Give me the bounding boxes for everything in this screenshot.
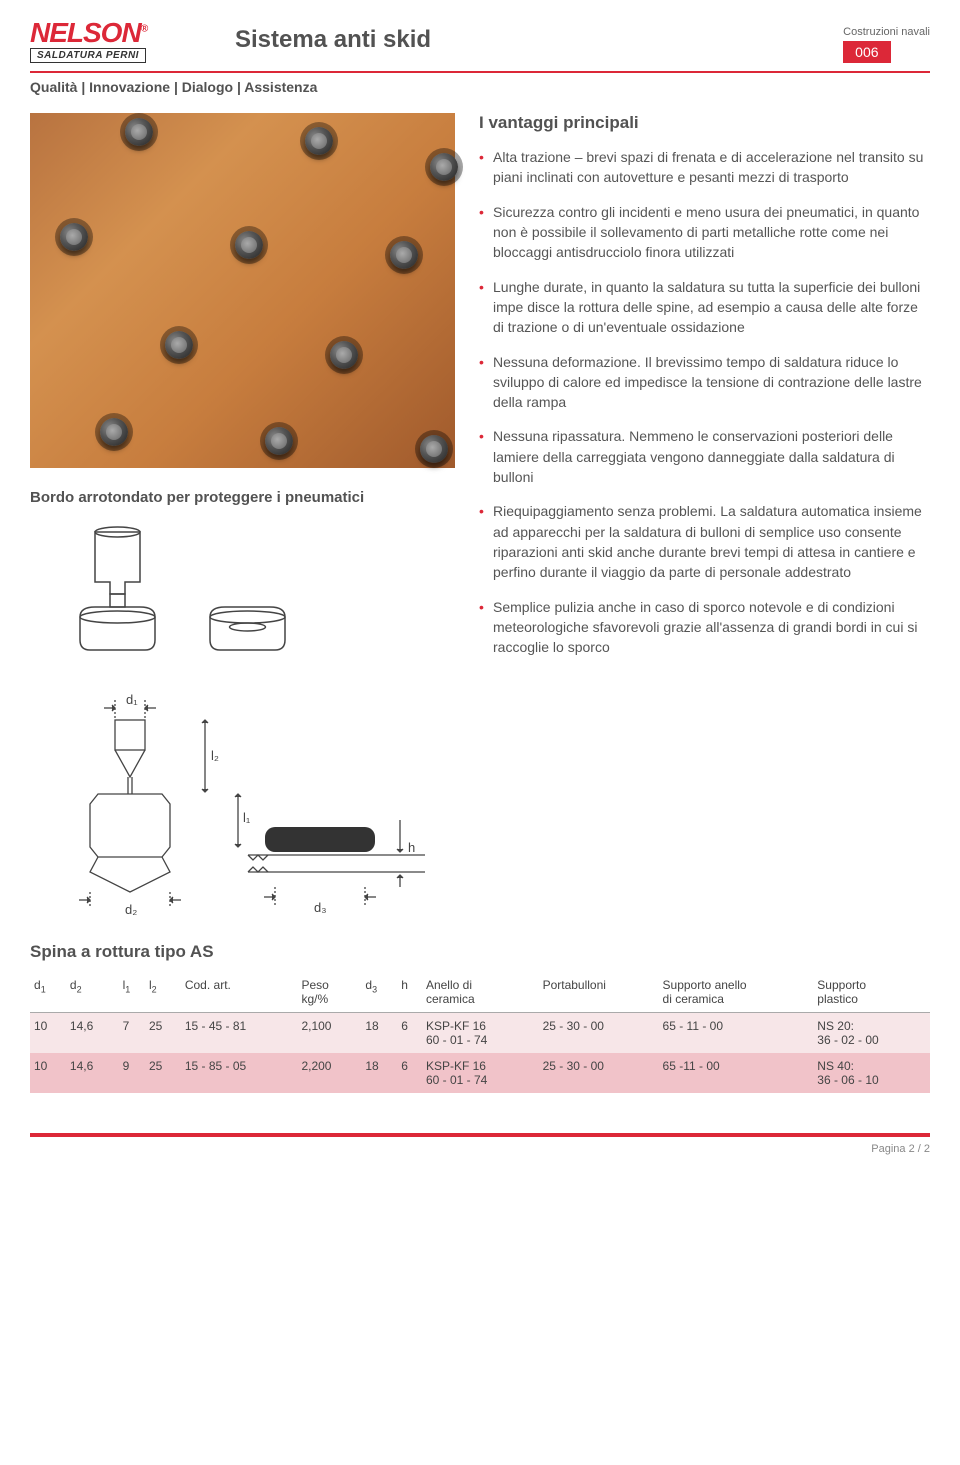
table-cell: 9 xyxy=(119,1053,145,1093)
label-d3: d₃ xyxy=(314,900,327,915)
logo: NELSON® SALDATURA PERNI xyxy=(30,20,205,63)
table-cell: 25 - 30 - 00 xyxy=(539,1012,659,1053)
table-cell: KSP-KF 1660 - 01 - 74 xyxy=(422,1053,539,1093)
table-header: Supportoplastico xyxy=(813,972,930,1013)
advantage-item: Sicurezza contro gli incidenti e meno us… xyxy=(479,202,930,263)
stud xyxy=(235,231,263,259)
table-header: Anello diceramica xyxy=(422,972,539,1013)
registered-mark: ® xyxy=(141,24,147,35)
label-d2: d₂ xyxy=(125,902,137,917)
advantage-item: Lunghe durate, in quanto la saldatura su… xyxy=(479,277,930,338)
table-cell: 14,6 xyxy=(66,1012,119,1053)
diagram-1 xyxy=(30,522,455,672)
table-cell: 18 xyxy=(361,1012,397,1053)
code-badge: 006 xyxy=(843,41,890,63)
table-cell: 25 - 30 - 00 xyxy=(539,1053,659,1093)
page-title: Sistema anti skid xyxy=(235,26,431,54)
table-header: d2 xyxy=(66,972,119,1013)
tagline: Qualità | Innovazione | Dialogo | Assist… xyxy=(30,79,930,95)
table-header: Cod. art. xyxy=(181,972,298,1013)
table-header: l2 xyxy=(145,972,181,1013)
advantage-item: Nessuna ripassatura. Nemmeno le conserva… xyxy=(479,426,930,487)
table-cell: 7 xyxy=(119,1012,145,1053)
label-l2: l₂ xyxy=(211,748,219,763)
label-l1: l₁ xyxy=(243,810,251,825)
brand-sub: SALDATURA PERNI xyxy=(30,48,146,63)
product-photo xyxy=(30,113,455,468)
table-row: 1014,692515 - 85 - 052,200186KSP-KF 1660… xyxy=(30,1053,930,1093)
stud xyxy=(390,241,418,269)
table-header: d3 xyxy=(361,972,397,1013)
table-cell: 6 xyxy=(397,1053,422,1093)
table-cell: 15 - 85 - 05 xyxy=(181,1053,298,1093)
advantage-item: Riequipaggiamento senza problemi. La sal… xyxy=(479,501,930,582)
stud xyxy=(330,341,358,369)
table-cell: 15 - 45 - 81 xyxy=(181,1012,298,1053)
advantage-item: Alta trazione – brevi spazi di frenata e… xyxy=(479,147,930,188)
spec-table: d1d2l1l2Cod. art.Pesokg/%d3hAnello dicer… xyxy=(30,972,930,1093)
stud xyxy=(60,223,88,251)
table-row: 1014,672515 - 45 - 812,100186KSP-KF 1660… xyxy=(30,1012,930,1053)
table-cell: 2,100 xyxy=(297,1012,361,1053)
stud xyxy=(265,427,293,455)
table-header: h xyxy=(397,972,422,1013)
table-cell: KSP-KF 1660 - 01 - 74 xyxy=(422,1012,539,1053)
advantage-item: Nessuna deformazione. Il brevissimo temp… xyxy=(479,352,930,413)
table-cell: 10 xyxy=(30,1053,66,1093)
footer-divider xyxy=(30,1133,930,1137)
stud xyxy=(430,153,458,181)
table-header: Pesokg/% xyxy=(297,972,361,1013)
advantages-list: Alta trazione – brevi spazi di frenata e… xyxy=(479,147,930,657)
divider xyxy=(30,71,930,73)
stud xyxy=(420,435,448,463)
table-header: Portabulloni xyxy=(539,972,659,1013)
table-header: d1 xyxy=(30,972,66,1013)
diagram-caption: Bordo arrotondato per proteggere i pneum… xyxy=(30,488,455,508)
table-header: l1 xyxy=(119,972,145,1013)
table-cell: 10 xyxy=(30,1012,66,1053)
advantage-item: Semplice pulizia anche in caso di sporco… xyxy=(479,597,930,658)
table-cell: 2,200 xyxy=(297,1053,361,1093)
stud xyxy=(165,331,193,359)
brand-name: NELSON xyxy=(30,17,141,48)
table-cell: 65 - 11 - 00 xyxy=(659,1012,814,1053)
table-cell: 25 xyxy=(145,1053,181,1093)
table-cell: 25 xyxy=(145,1012,181,1053)
table-cell: 14,6 xyxy=(66,1053,119,1093)
page-number: Pagina 2 / 2 xyxy=(30,1143,930,1155)
stud xyxy=(125,118,153,146)
advantages-heading: I vantaggi principali xyxy=(479,113,930,133)
category-label: Costruzioni navali xyxy=(843,26,930,38)
table-cell: 65 -11 - 00 xyxy=(659,1053,814,1093)
table-cell: NS 20:36 - 02 - 00 xyxy=(813,1012,930,1053)
table-cell: 18 xyxy=(361,1053,397,1093)
label-h: h xyxy=(408,840,415,855)
diagram-2: d₁ l₂ l₁ h d₂ d₃ xyxy=(30,692,455,922)
table-cell: NS 40:36 - 06 - 10 xyxy=(813,1053,930,1093)
table-header: Supporto anellodi ceramica xyxy=(659,972,814,1013)
table-cell: 6 xyxy=(397,1012,422,1053)
stud xyxy=(100,418,128,446)
label-d1: d₁ xyxy=(126,692,138,707)
section-title: Spina a rottura tipo AS xyxy=(30,942,930,962)
stud xyxy=(305,127,333,155)
